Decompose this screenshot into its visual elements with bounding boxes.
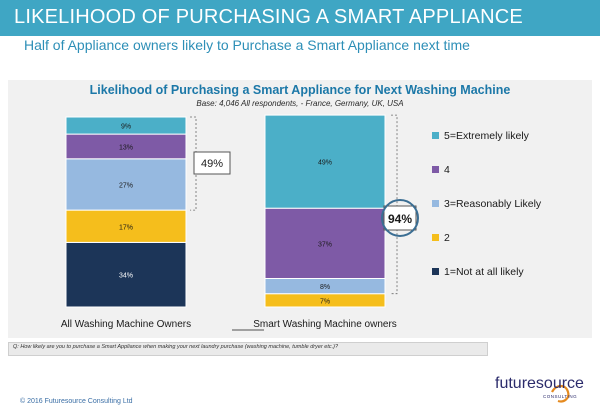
legend-swatch-1 <box>432 166 439 173</box>
bracket-smart-owners <box>391 114 398 295</box>
annotation-smart-owners: 94% <box>388 212 412 226</box>
legend-swatch-0 <box>432 132 439 139</box>
logo-swirl-icon <box>551 384 570 403</box>
annotation-box-smart-owners <box>383 205 417 231</box>
logo-tagline: CONSULTING <box>543 394 578 399</box>
legend-swatch-2 <box>432 200 439 207</box>
data-label: 9% <box>121 124 131 131</box>
category-label: Smart Washing Machine owners <box>253 319 397 330</box>
bar-segment-1-3 <box>264 207 386 279</box>
logo-wordmark: futuresource <box>495 375 584 392</box>
data-label: 27% <box>119 182 133 189</box>
legend-label-4: 1=Not at all likely <box>444 266 524 278</box>
bar-segment-1-4 <box>264 114 386 209</box>
legend-label-2: 3=Reasonably Likely <box>444 198 542 210</box>
legend-swatch-4 <box>432 268 439 275</box>
bar-segment-0-3 <box>65 133 187 160</box>
data-label: 8% <box>320 284 330 291</box>
chart-subtitle: Base: 4,046 All respondents, - France, G… <box>196 99 404 108</box>
slide-title: LIKELIHOOD OF PURCHASING A SMART APPLIAN… <box>14 6 523 28</box>
annotation-circle <box>381 199 419 237</box>
copyright-text: © 2016 Futuresource Consulting Ltd <box>20 398 133 405</box>
annotation-box-all-owners <box>193 151 231 175</box>
header-bar <box>0 0 600 36</box>
legend-swatch-3 <box>432 234 439 241</box>
data-label: 37% <box>318 241 332 248</box>
question-box: Q: How likely are you to purchase a Smar… <box>8 342 488 356</box>
legend-label-3: 2 <box>444 232 450 244</box>
data-label: 7% <box>320 298 330 305</box>
data-label: 17% <box>119 224 133 231</box>
legend-label-1: 4 <box>444 164 450 176</box>
futuresource-logo: futuresource CONSULTING <box>495 375 587 407</box>
slide-subtitle: Half of Appliance owners likely to Purch… <box>24 37 470 53</box>
question-text: Q: How likely are you to purchase a Smar… <box>13 344 339 350</box>
chart-title: Likelihood of Purchasing a Smart Applian… <box>89 83 511 97</box>
category-label: All Washing Machine Owners <box>61 319 191 330</box>
bar-segment-0-1 <box>65 209 187 243</box>
legend-label-0: 5=Extremely likely <box>444 130 530 142</box>
data-label: 34% <box>119 273 133 280</box>
data-label: 13% <box>119 144 133 151</box>
bar-segment-0-0 <box>65 241 187 308</box>
data-label: 49% <box>318 160 332 167</box>
annotation-all-owners: 49% <box>201 158 223 170</box>
bar-segment-0-4 <box>65 116 187 135</box>
